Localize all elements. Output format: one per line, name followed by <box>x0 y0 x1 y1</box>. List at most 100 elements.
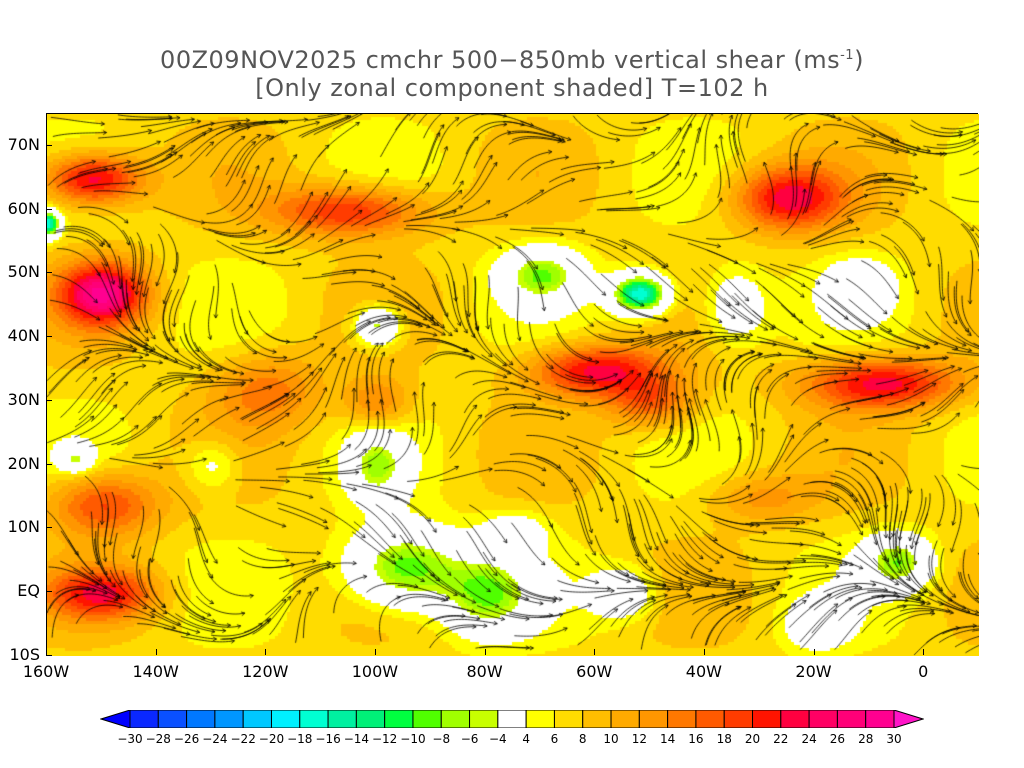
colorbar-box <box>270 710 301 728</box>
y-tick-label: 10N <box>7 517 40 537</box>
colorbar-box <box>469 710 499 728</box>
y-tick-label: 40N <box>7 326 40 346</box>
colorbar-label: −10 <box>400 732 426 746</box>
y-tick <box>46 272 52 274</box>
colorbar-box <box>695 710 725 728</box>
x-tick-label: 40W <box>685 662 722 681</box>
y-tick-label: 30N <box>7 389 40 409</box>
x-tick <box>155 649 157 655</box>
colorbar-label: −18 <box>287 732 313 746</box>
colorbar-label: 10 <box>603 732 619 746</box>
y-tick <box>46 655 52 656</box>
x-tick <box>923 649 925 655</box>
colorbar-box <box>865 710 895 728</box>
title-text: 00Z09NOV2025 cmchr 500−850mb vertical sh… <box>160 46 841 74</box>
colorbar-label: 14 <box>659 732 676 746</box>
colorbar-box <box>553 710 584 728</box>
colorbar-label: 26 <box>829 732 846 746</box>
colorbar-box <box>497 710 527 728</box>
colorbar-arrow-low <box>100 710 131 728</box>
title-end: ) <box>854 46 864 74</box>
y-tick-label: 20N <box>7 453 40 473</box>
colorbar-box <box>412 710 442 728</box>
colorbar-label: −20 <box>258 732 285 746</box>
colorbar-box <box>836 710 867 728</box>
colorbar <box>100 710 924 728</box>
x-tick-label: 140W <box>132 662 179 681</box>
colorbar-label: 18 <box>716 732 732 746</box>
x-tick <box>46 649 47 655</box>
colorbar-label: 4 <box>522 732 530 746</box>
x-tick-label: 100W <box>351 662 399 681</box>
x-tick-label: 80W <box>466 662 503 681</box>
colorbar-label: 20 <box>744 732 761 746</box>
x-tick-label: 0 <box>918 662 929 681</box>
colorbar-label: 22 <box>773 732 789 746</box>
y-tick <box>46 399 52 401</box>
shear-map <box>46 113 979 656</box>
colorbar-box <box>638 710 669 728</box>
colorbar-box <box>525 710 555 728</box>
colorbar-box <box>808 710 838 728</box>
colorbar-label: −14 <box>343 732 370 746</box>
colorbar-box <box>780 710 810 728</box>
colorbar-label: −24 <box>202 732 228 746</box>
y-tick <box>46 208 52 210</box>
x-tick <box>484 649 486 655</box>
colorbar-label: 12 <box>631 732 647 746</box>
colorbar-label: 24 <box>801 732 817 746</box>
colorbar-arrow-high <box>893 710 924 728</box>
colorbar-box <box>582 710 612 728</box>
streamlines <box>47 114 979 656</box>
colorbar-label: −12 <box>371 732 398 746</box>
x-tick-label: 60W <box>576 662 613 681</box>
x-tick <box>594 649 596 655</box>
y-tick <box>46 144 52 146</box>
y-tick <box>46 591 52 593</box>
colorbar-label: −30 <box>117 732 143 746</box>
y-tick <box>46 463 52 465</box>
colorbar-label: −22 <box>230 732 256 746</box>
colorbar-box <box>186 710 216 728</box>
colorbar-box <box>723 710 754 728</box>
y-tick-label: 10S <box>9 645 40 664</box>
colorbar-box <box>752 710 782 728</box>
y-tick-label: 70N <box>7 134 40 154</box>
colorbar-box <box>355 710 386 728</box>
colorbar-label: 16 <box>688 732 704 746</box>
colorbar-box <box>384 710 414 728</box>
colorbar-box <box>214 710 244 728</box>
colorbar-label: −8 <box>432 732 451 746</box>
colorbar-label: −16 <box>315 732 341 746</box>
colorbar-box <box>667 710 697 728</box>
x-tick-label: 20W <box>795 662 832 681</box>
colorbar-label: 8 <box>578 732 587 746</box>
x-tick-label: 120W <box>242 662 289 681</box>
title-superscript: -1 <box>840 48 855 63</box>
colorbar-label: 6 <box>550 732 559 746</box>
chart-title-line1: 00Z09NOV2025 cmchr 500−850mb vertical sh… <box>0 46 1024 74</box>
colorbar-label: 30 <box>886 732 902 746</box>
x-tick <box>813 649 815 655</box>
colorbar-box <box>157 710 188 728</box>
x-tick <box>703 649 705 655</box>
chart-title-line2: [Only zonal component shaded] T=102 h <box>255 74 769 102</box>
colorbar-box <box>242 710 272 728</box>
colorbar-label: −6 <box>460 732 479 746</box>
y-tick <box>46 527 52 529</box>
colorbar-label: −4 <box>488 732 507 746</box>
y-tick-label: EQ <box>17 581 40 601</box>
x-tick-label: 160W <box>22 662 70 681</box>
colorbar-label: −28 <box>145 732 171 746</box>
x-tick <box>374 649 376 655</box>
colorbar-label: 28 <box>858 732 874 746</box>
colorbar-box <box>440 710 471 728</box>
colorbar-label: −26 <box>173 732 200 746</box>
x-tick <box>265 649 267 655</box>
y-tick-label: 50N <box>7 262 40 282</box>
y-tick-label: 60N <box>7 198 40 218</box>
colorbar-box <box>327 710 357 728</box>
y-tick <box>46 336 52 338</box>
colorbar-box <box>299 710 329 728</box>
colorbar-box <box>129 710 159 728</box>
